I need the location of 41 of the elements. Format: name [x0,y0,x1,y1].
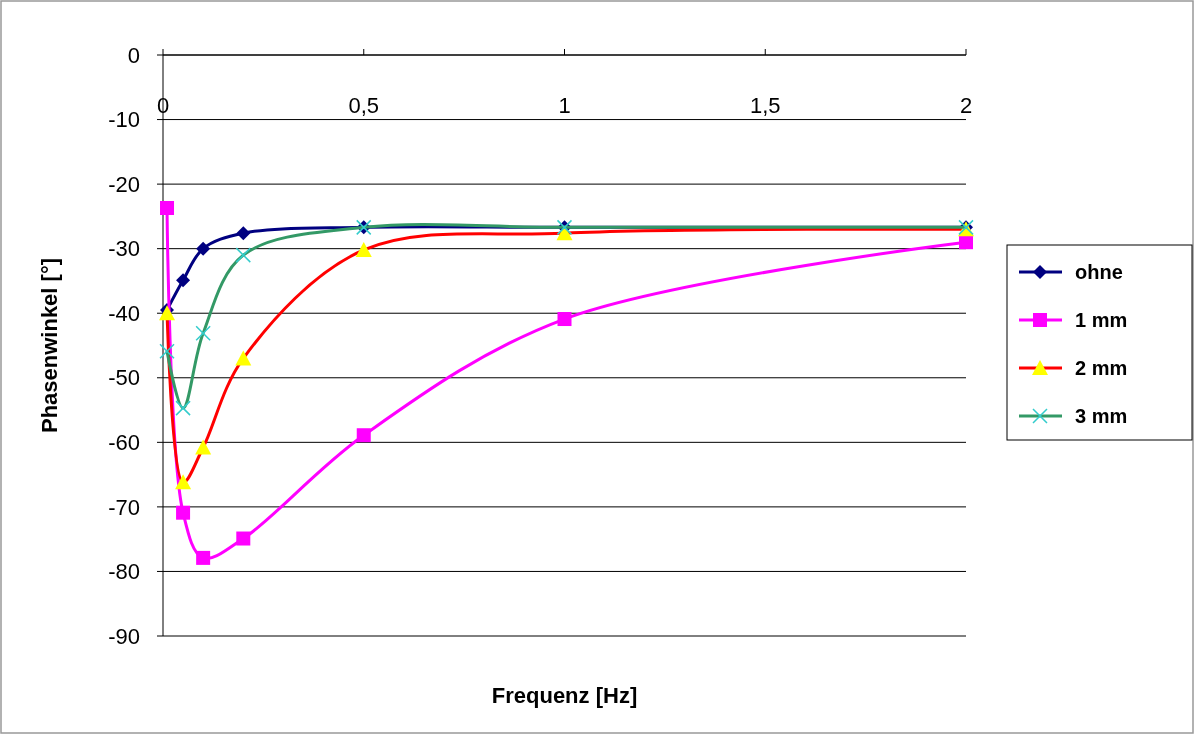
y-axis-title: Phasenwinkel [°] [37,257,62,434]
x-tick-label: 1 [558,93,571,118]
point [196,550,211,565]
legend-label: ohne [1075,261,1123,283]
x-axis-title: Frequenz [Hz] [491,683,638,708]
point [175,474,192,490]
x-tick-label: 0,5 [348,93,380,118]
point [556,225,573,241]
point [176,505,191,520]
point [195,439,212,455]
point [236,531,251,546]
x-tick-label: 2 [959,93,973,118]
y-tick-label: -60 [108,430,140,456]
point [175,400,191,416]
y-tick-label: -70 [108,494,140,520]
point [160,201,175,215]
point [235,247,252,263]
point [159,305,176,321]
x-tick-label: 0 [156,93,170,118]
point [235,350,252,366]
y-tick-label: -90 [108,623,140,649]
point [959,235,973,250]
point [196,241,211,256]
point [236,226,251,241]
legend-label: 2 mm [1075,357,1128,379]
point [195,325,211,341]
legend-label: 3 mm [1075,405,1128,427]
y-tick-label: -40 [108,300,140,326]
y-tick-label: -20 [108,171,140,197]
point [557,312,572,327]
point [355,241,372,257]
y-tick-label: -80 [108,559,140,585]
y-tick-label: 0 [127,42,140,68]
y-tick-label: -50 [108,365,140,391]
point [356,428,371,443]
x-tick-label: 1,5 [749,93,781,118]
legend-label: 1 mm [1075,309,1128,331]
point [176,273,191,288]
y-tick-label: -30 [108,236,140,262]
y-tick-label: -10 [108,107,140,133]
point [159,343,175,360]
